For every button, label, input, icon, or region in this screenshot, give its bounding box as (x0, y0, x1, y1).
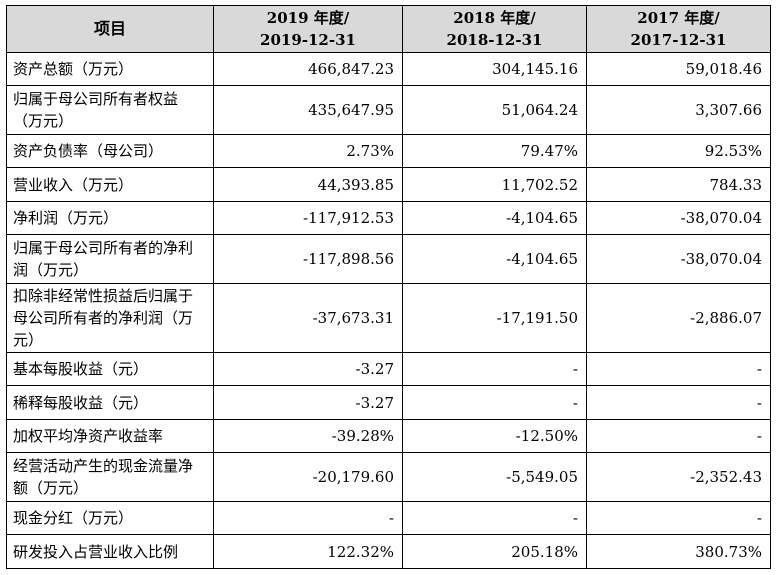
cell-2019: 44,393.85 (213, 167, 403, 202)
table-row: 资产负债率（母公司） 2.73% 79.47% 92.53% (6, 134, 771, 168)
cell-2017: 92.53% (586, 134, 771, 168)
table-row: 稀释每股收益（元） -3.27 - - (6, 385, 771, 420)
row-label: 归属于母公司所有者权益（万元） (6, 85, 214, 135)
cell-2018: 51,064.24 (402, 85, 587, 135)
table-row: 净利润（万元） -117,912.53 -4,104.65 -38,070.04 (6, 201, 771, 235)
table-row: 加权平均净资产收益率 -39.28% -12.50% - (6, 419, 771, 453)
cell-2019: 466,847.23 (213, 52, 403, 86)
cell-2019: -117,898.56 (213, 234, 403, 284)
cell-2018: 11,702.52 (402, 167, 587, 202)
table-row: 归属于母公司所有者的净利润（万元） -117,898.56 -4,104.65 … (6, 234, 771, 284)
header-row: 项目 2019 年度/ 2019-12-31 2018 年度/ 2018-12-… (6, 5, 771, 53)
table-row: 营业收入（万元） 44,393.85 11,702.52 784.33 (6, 167, 771, 202)
cell-2017: 3,307.66 (586, 85, 771, 135)
cell-2017: 784.33 (586, 167, 771, 202)
cell-2017: - (586, 419, 771, 453)
row-label: 经营活动产生的现金流量净额（万元） (6, 452, 214, 502)
header-2017: 2017 年度/ 2017-12-31 (586, 5, 771, 53)
cell-2019: - (213, 501, 403, 535)
header-date-label: 2019-12-31 (260, 31, 356, 49)
cell-2017: - (586, 352, 771, 386)
row-label: 扣除非经常性损益后归属于母公司所有者的净利润（万元） (6, 283, 214, 353)
table-row: 现金分红（万元） - - - (6, 501, 771, 535)
cell-2017: -38,070.04 (586, 201, 771, 235)
cell-2018: - (402, 352, 587, 386)
row-label: 资产负债率（母公司） (6, 134, 214, 168)
table-row: 扣除非经常性损益后归属于母公司所有者的净利润（万元） -37,673.31 -1… (6, 283, 771, 353)
header-2018: 2018 年度/ 2018-12-31 (402, 5, 587, 53)
row-label: 加权平均净资产收益率 (6, 419, 214, 453)
cell-2017: - (586, 501, 771, 535)
table-row: 资产总额（万元） 466,847.23 304,145.16 59,018.46 (6, 52, 771, 86)
header-year-label: 2018 年度/ (453, 9, 536, 27)
row-label: 资产总额（万元） (6, 52, 214, 86)
header-date-label: 2018-12-31 (446, 31, 543, 49)
cell-2017: -2,352.43 (586, 452, 771, 502)
cell-2019: -117,912.53 (213, 201, 403, 235)
cell-2018: - (402, 385, 587, 420)
cell-2017: -38,070.04 (586, 234, 771, 284)
row-label: 净利润（万元） (6, 201, 214, 235)
cell-2017: 59,018.46 (586, 52, 771, 86)
cell-2017: -2,886.07 (586, 283, 771, 353)
table-row: 经营活动产生的现金流量净额（万元） -20,179.60 -5,549.05 -… (6, 452, 771, 502)
cell-2019: -39.28% (213, 419, 403, 453)
header-item: 项目 (6, 5, 214, 53)
cell-2018: 79.47% (402, 134, 587, 168)
cell-2018: -12.50% (402, 419, 587, 453)
row-label: 稀释每股收益（元） (6, 385, 214, 420)
table-row: 归属于母公司所有者权益（万元） 435,647.95 51,064.24 3,3… (6, 85, 771, 135)
cell-2018: 304,145.16 (402, 52, 587, 86)
cell-2018: - (402, 501, 587, 535)
cell-2019: 122.32% (213, 534, 403, 569)
row-label: 归属于母公司所有者的净利润（万元） (6, 234, 214, 284)
row-label: 营业收入（万元） (6, 167, 214, 202)
header-year-label: 2017 年度/ (637, 9, 720, 27)
row-label: 基本每股收益（元） (6, 352, 214, 386)
cell-2017: - (586, 385, 771, 420)
cell-2019: -37,673.31 (213, 283, 403, 353)
row-label: 研发投入占营业收入比例 (6, 534, 214, 569)
financial-table: 项目 2019 年度/ 2019-12-31 2018 年度/ 2018-12-… (6, 5, 771, 569)
header-date-label: 2017-12-31 (630, 31, 727, 49)
cell-2019: -3.27 (213, 352, 403, 386)
cell-2018: 205.18% (402, 534, 587, 569)
cell-2018: -17,191.50 (402, 283, 587, 353)
cell-2017: 380.73% (586, 534, 771, 569)
cell-2019: 2.73% (213, 134, 403, 168)
header-year-label: 2019 年度/ (266, 9, 350, 27)
table-row: 基本每股收益（元） -3.27 - - (6, 352, 771, 386)
cell-2019: -20,179.60 (213, 452, 403, 502)
cell-2018: -4,104.65 (402, 234, 587, 284)
cell-2018: -4,104.65 (402, 201, 587, 235)
header-2019: 2019 年度/ 2019-12-31 (213, 5, 403, 53)
cell-2019: -3.27 (213, 385, 403, 420)
table-row: 研发投入占营业收入比例 122.32% 205.18% 380.73% (6, 534, 771, 569)
row-label: 现金分红（万元） (6, 501, 214, 535)
cell-2018: -5,549.05 (402, 452, 587, 502)
cell-2019: 435,647.95 (213, 85, 403, 135)
